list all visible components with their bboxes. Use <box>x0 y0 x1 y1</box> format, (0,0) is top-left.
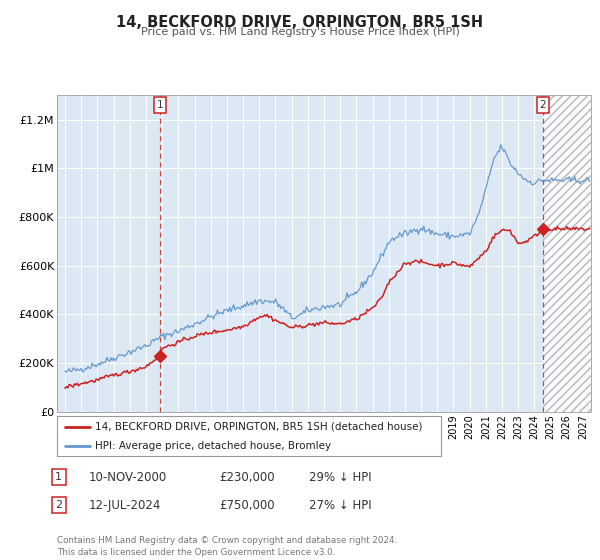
Text: £750,000: £750,000 <box>219 498 275 512</box>
Text: 1: 1 <box>157 100 163 110</box>
Text: 29% ↓ HPI: 29% ↓ HPI <box>309 470 371 484</box>
Text: 10-NOV-2000: 10-NOV-2000 <box>89 470 167 484</box>
Text: 2: 2 <box>55 500 62 510</box>
Text: 2: 2 <box>539 100 546 110</box>
Text: 14, BECKFORD DRIVE, ORPINGTON, BR5 1SH: 14, BECKFORD DRIVE, ORPINGTON, BR5 1SH <box>116 15 484 30</box>
Text: Contains HM Land Registry data © Crown copyright and database right 2024.
This d: Contains HM Land Registry data © Crown c… <box>57 536 397 557</box>
Bar <box>543 95 591 412</box>
Text: 14, BECKFORD DRIVE, ORPINGTON, BR5 1SH (detached house): 14, BECKFORD DRIVE, ORPINGTON, BR5 1SH (… <box>95 422 423 432</box>
Text: 1: 1 <box>55 472 62 482</box>
Text: £230,000: £230,000 <box>219 470 275 484</box>
Text: 27% ↓ HPI: 27% ↓ HPI <box>309 498 371 512</box>
Text: HPI: Average price, detached house, Bromley: HPI: Average price, detached house, Brom… <box>95 441 332 450</box>
Text: 12-JUL-2024: 12-JUL-2024 <box>89 498 161 512</box>
Text: Price paid vs. HM Land Registry's House Price Index (HPI): Price paid vs. HM Land Registry's House … <box>140 27 460 37</box>
